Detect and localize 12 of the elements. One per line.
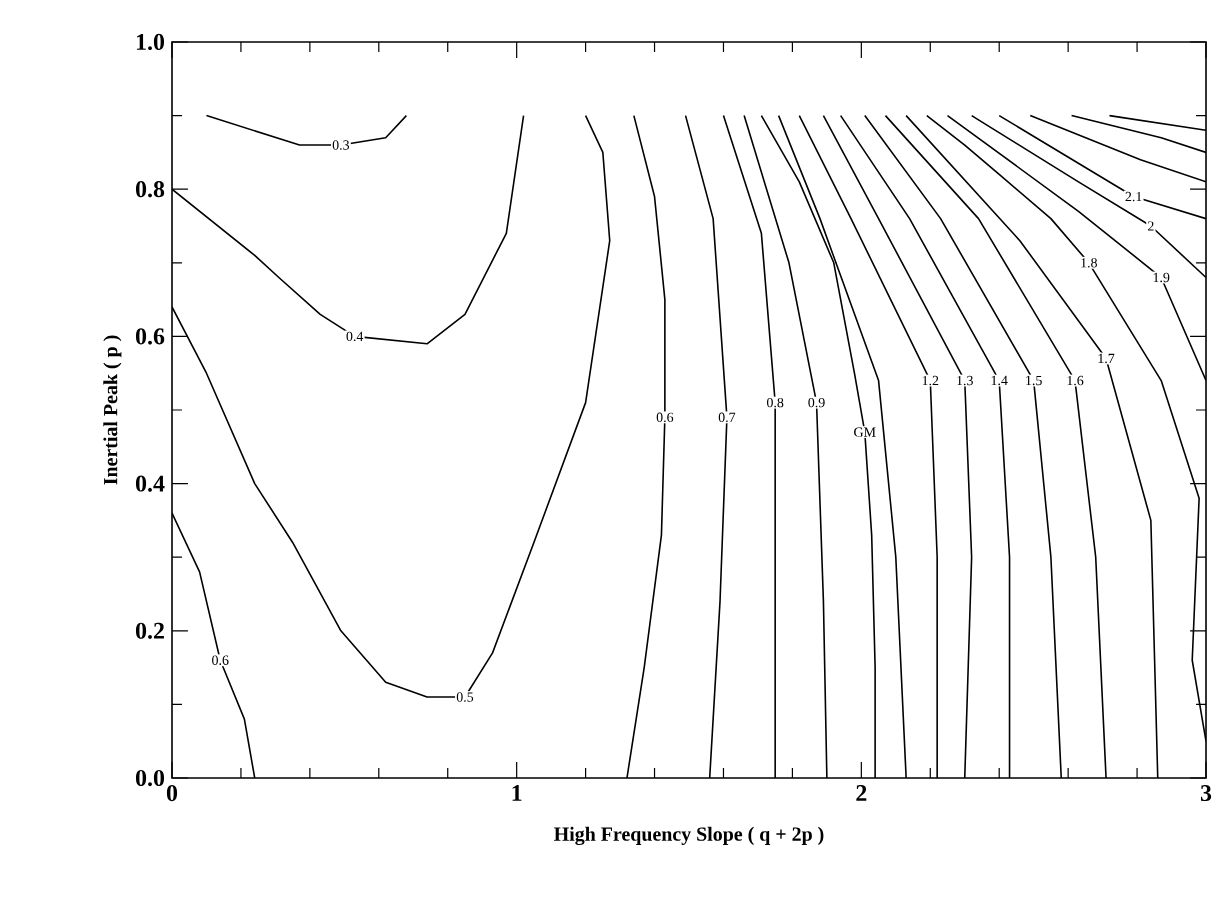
y-tick-label: 0.6	[135, 328, 165, 345]
x-tick-label: 2	[856, 785, 867, 801]
y-axis-title: Inertial Peak ( p )	[103, 335, 122, 485]
y-tick-label: 0.0	[135, 769, 165, 787]
y-tick-label: 1.0	[136, 33, 165, 51]
y-tick-label: 0.2	[135, 622, 164, 639]
x-tick-label: 3	[1200, 785, 1212, 802]
x-tick-label: 0	[166, 785, 178, 802]
y-tick-label: 0.8	[135, 181, 165, 198]
y-tick-label: 0.4	[135, 475, 165, 492]
x-tick-label: 1	[512, 785, 522, 801]
x-axis-title: High Frequency Slope ( q + 2p )	[554, 826, 824, 846]
